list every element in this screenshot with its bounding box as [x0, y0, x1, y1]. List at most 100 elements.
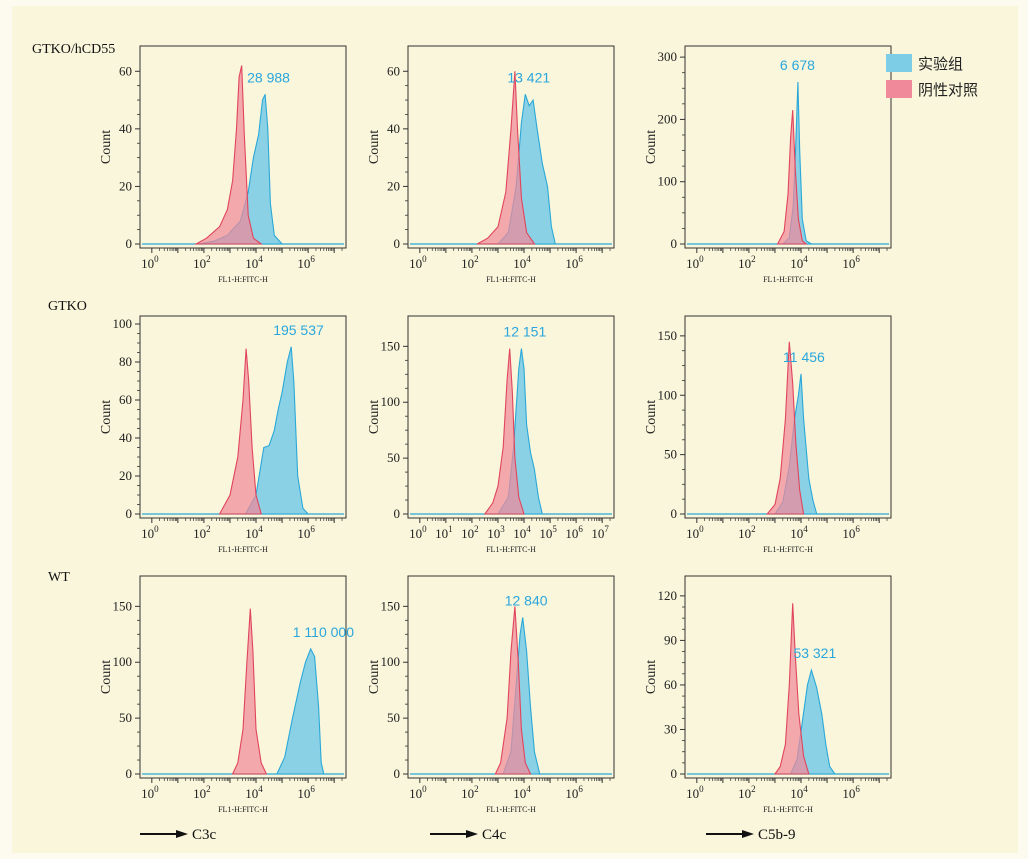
arrow-head	[742, 830, 754, 838]
y-axis-label: Count	[644, 400, 659, 434]
y-tick-label: 0	[126, 236, 133, 251]
y-tick-label: 50	[119, 710, 132, 725]
x-tick-label: 102	[193, 784, 211, 801]
x-tick-label: 106	[565, 524, 583, 541]
x-axis-label: FL1-H:FITC-H	[763, 545, 813, 554]
control-histogram	[773, 603, 810, 775]
y-tick-label: 100	[113, 654, 133, 669]
row-label: GTKO/hCD55	[32, 42, 115, 57]
x-tick-label: 102	[738, 524, 756, 541]
x-tick-label: 106	[297, 254, 315, 271]
experimental-histogram	[244, 346, 310, 515]
x-axis-label: FL1-H:FITC-H	[486, 805, 536, 814]
x-tick-label: 105	[539, 524, 557, 541]
control-histogram	[218, 348, 262, 515]
x-tick-label: 104	[790, 254, 808, 271]
histogram-panel-r1c3: 0 100 200 300 100 102 104 106 Count FL1-H:FITC-H 6…	[644, 45, 892, 284]
y-tick-label: 50	[387, 450, 400, 465]
histogram-panel-r3c2: 0 50 100 150 100 102 104 106 Count FL1-H:FITC-H 12…	[367, 575, 615, 814]
y-tick-label: 60	[119, 392, 132, 407]
y-tick-label: 120	[658, 588, 678, 603]
histogram-panel-r1c2: 0 20 40 60 100 102 104 106 Count FL1-H:FITC-H 13 4…	[367, 45, 615, 284]
control-histogram	[476, 71, 536, 245]
x-tick-label: 104	[513, 254, 531, 271]
x-tick-label: 106	[565, 784, 583, 801]
peak-value-label: 53 321	[793, 645, 836, 661]
y-tick-label: 60	[664, 677, 677, 692]
y-tick-label: 0	[394, 506, 401, 521]
peak-value-label: 195 537	[273, 322, 324, 338]
y-axis-label: Count	[367, 130, 382, 164]
y-axis-label: Count	[99, 130, 114, 164]
x-axis-label: FL1-H:FITC-H	[218, 275, 268, 284]
y-tick-label: 200	[658, 111, 678, 126]
histogram-panel-r1c1: 0 20 40 60 100 102 104 106 Count FL1-H:FITC-H 28 9…	[99, 45, 347, 284]
legend-label: 阴性对照	[918, 81, 978, 99]
x-tick-label: 100	[141, 784, 159, 801]
control-histogram	[494, 606, 532, 775]
x-tick-label: 102	[738, 254, 756, 271]
peak-value-label: 12 840	[505, 593, 548, 609]
y-tick-label: 100	[113, 316, 133, 331]
control-histogram	[231, 608, 268, 775]
peak-value-label: 28 988	[247, 69, 290, 85]
control-histogram	[483, 348, 525, 515]
legend-swatch	[886, 54, 912, 72]
plot-frame	[139, 45, 347, 249]
y-tick-label: 0	[671, 766, 678, 781]
x-tick-label: 100	[686, 254, 704, 271]
y-tick-label: 0	[671, 506, 678, 521]
control-histogram	[776, 110, 808, 245]
x-tick-label: 100	[141, 254, 159, 271]
x-tick-label: 104	[245, 254, 263, 271]
x-tick-label: 101	[435, 524, 453, 541]
y-axis-label: Count	[644, 660, 659, 694]
y-tick-label: 40	[119, 430, 132, 445]
x-tick-label: 100	[409, 254, 427, 271]
plot-frame	[407, 575, 615, 779]
y-tick-label: 40	[387, 121, 400, 136]
histogram-panel-r2c2: 0 50 100 150 100 101 102 103 104 105 106 107 Count FL…	[367, 315, 615, 554]
x-tick-label: 100	[686, 784, 704, 801]
y-tick-label: 100	[658, 174, 678, 189]
y-tick-label: 0	[394, 766, 401, 781]
y-tick-label: 20	[387, 178, 400, 193]
y-tick-label: 60	[119, 63, 132, 78]
control-histogram	[193, 65, 263, 245]
x-axis-label: FL1-H:FITC-H	[486, 275, 536, 284]
y-tick-label: 100	[381, 394, 401, 409]
y-tick-label: 0	[126, 766, 133, 781]
x-tick-label: 102	[461, 524, 479, 541]
y-tick-label: 30	[664, 721, 677, 736]
y-tick-label: 80	[119, 354, 132, 369]
x-tick-label: 102	[461, 784, 479, 801]
y-axis-label: Count	[367, 400, 382, 434]
experimental-histogram	[276, 647, 325, 775]
legend-swatch	[886, 80, 912, 98]
plot-frame	[139, 315, 347, 519]
peak-value-label: 11 456	[783, 349, 825, 365]
y-tick-label: 100	[381, 654, 401, 669]
x-tick-label: 100	[409, 784, 427, 801]
x-tick-label: 102	[461, 254, 479, 271]
y-axis-label: Count	[644, 130, 659, 164]
y-axis-label: Count	[99, 400, 114, 434]
legend-label: 实验组	[918, 55, 963, 73]
plot-frame	[407, 45, 615, 249]
y-tick-label: 20	[119, 178, 132, 193]
peak-value-label: 12 151	[503, 324, 546, 340]
x-axis-label: FL1-H:FITC-H	[486, 545, 536, 554]
x-tick-label: 106	[842, 254, 860, 271]
plot-frame	[139, 575, 347, 779]
x-tick-label: 102	[193, 254, 211, 271]
x-tick-label: 104	[790, 524, 808, 541]
arrow-head	[466, 830, 478, 838]
x-axis-label: FL1-H:FITC-H	[218, 545, 268, 554]
y-tick-label: 40	[119, 121, 132, 136]
marker-label: C5b-9	[758, 827, 796, 843]
y-tick-label: 20	[119, 468, 132, 483]
marker-label: C4c	[482, 827, 507, 843]
x-tick-label: 106	[842, 784, 860, 801]
x-tick-label: 106	[297, 784, 315, 801]
y-tick-label: 150	[381, 338, 401, 353]
